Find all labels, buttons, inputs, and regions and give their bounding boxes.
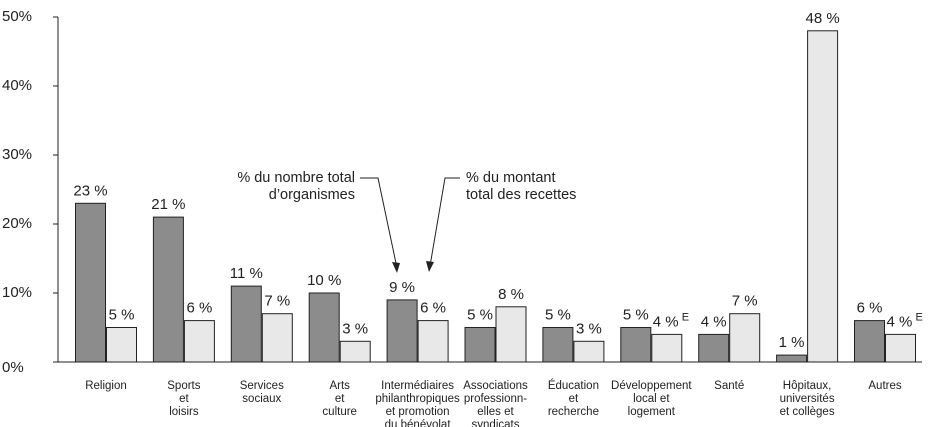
- value-label: 5 %: [467, 306, 493, 323]
- value-note: E: [682, 311, 689, 323]
- value-label: 7 %: [732, 293, 758, 310]
- x-tick-label: Hôpitaux,: [783, 380, 832, 392]
- x-tick-label: culture: [322, 406, 357, 418]
- value-label: 8 %: [498, 286, 524, 303]
- x-tick-label: Développement: [611, 380, 692, 392]
- value-label: 4 %: [887, 313, 913, 330]
- annotation-arrow: [360, 177, 398, 269]
- x-tick-label: elles et: [477, 406, 514, 418]
- y-tick-label: 50%: [2, 8, 32, 25]
- arrowhead: [392, 262, 400, 273]
- bar: [464, 327, 496, 363]
- value-label: 9 %: [389, 279, 415, 296]
- value-label: 6 %: [420, 300, 446, 317]
- bar: [106, 327, 137, 363]
- x-tick-label: sociaux: [242, 393, 281, 405]
- bar: [308, 292, 340, 363]
- x-tick-label: et promotion: [386, 406, 450, 418]
- bar: [885, 333, 916, 363]
- value-label: 5 %: [623, 306, 649, 323]
- value-label: 23 %: [73, 182, 107, 199]
- y-tick-label: 10%: [2, 284, 32, 301]
- bar: [417, 320, 449, 363]
- x-tick-label: et: [569, 393, 579, 405]
- x-tick-label: Associations: [463, 380, 528, 392]
- y-tick-label: 40%: [2, 77, 32, 94]
- x-tick-label: et collèges: [780, 406, 835, 418]
- x-tick-label: professionn-: [464, 393, 527, 405]
- bar: [620, 327, 652, 363]
- value-label: 3 %: [576, 320, 602, 337]
- x-tick-label: loisirs: [169, 406, 199, 418]
- bar: [495, 306, 527, 363]
- value-label: 1 %: [779, 334, 805, 351]
- x-tick-label: Sports: [167, 380, 200, 392]
- value-label: 6 %: [857, 300, 883, 317]
- value-label: 5 %: [545, 306, 571, 323]
- value-label: 48 %: [805, 10, 839, 27]
- bar: [807, 30, 839, 363]
- annotation: d’organismes: [269, 187, 355, 203]
- value-label: 21 %: [151, 196, 185, 213]
- x-tick-label: Religion: [85, 380, 127, 392]
- annotation: % du nombre total: [237, 170, 355, 186]
- value-note: E: [916, 311, 923, 323]
- x-tick-label: syndicats: [472, 419, 520, 427]
- bar: [386, 299, 418, 363]
- bar: [698, 333, 730, 363]
- value-label: 11 %: [230, 265, 263, 282]
- bar: [152, 216, 184, 363]
- x-tick-label: Intermédiaires: [381, 380, 454, 392]
- y-tick-label: 30%: [2, 146, 32, 163]
- value-label: 7 %: [264, 293, 290, 310]
- arrowhead: [426, 261, 434, 272]
- bar: [651, 333, 683, 363]
- y-tick-label: 0%: [2, 359, 24, 376]
- x-tick-label: local et: [633, 393, 670, 405]
- x-tick-label: Éducation: [548, 379, 599, 392]
- bar: [776, 354, 808, 363]
- bar: [854, 320, 885, 363]
- bar: [542, 327, 574, 363]
- x-tick-label: Autres: [868, 380, 901, 392]
- annotation: total des recettes: [466, 187, 576, 203]
- y-tick-label: 20%: [2, 215, 32, 232]
- bar: [230, 285, 262, 363]
- value-label: 5 %: [109, 306, 135, 323]
- x-tick-label: logement: [628, 406, 676, 418]
- bar: [75, 202, 106, 363]
- x-tick-label: recherche: [548, 406, 599, 418]
- x-tick-label: Services: [240, 380, 284, 392]
- bar: [183, 320, 215, 363]
- bar: [339, 340, 371, 363]
- value-label: 6 %: [186, 300, 212, 317]
- x-tick-label: philanthropiques: [375, 393, 460, 405]
- x-tick-label: Arts: [329, 380, 350, 392]
- bar: [729, 313, 761, 363]
- value-label: 4 %: [653, 313, 679, 330]
- value-label: 3 %: [342, 320, 368, 337]
- bar: [573, 340, 605, 363]
- bar: [261, 313, 293, 363]
- annotation-arrow: [429, 177, 460, 267]
- annotation: % du montant: [466, 170, 555, 186]
- x-tick-label: et: [179, 393, 189, 405]
- value-label: 4 %: [701, 313, 727, 330]
- x-tick-label: Santé: [714, 380, 744, 392]
- x-tick-label: et: [335, 393, 345, 405]
- value-label: 10 %: [307, 272, 341, 289]
- x-tick-label: du bénévolat: [385, 419, 452, 427]
- x-tick-label: universités: [780, 393, 835, 405]
